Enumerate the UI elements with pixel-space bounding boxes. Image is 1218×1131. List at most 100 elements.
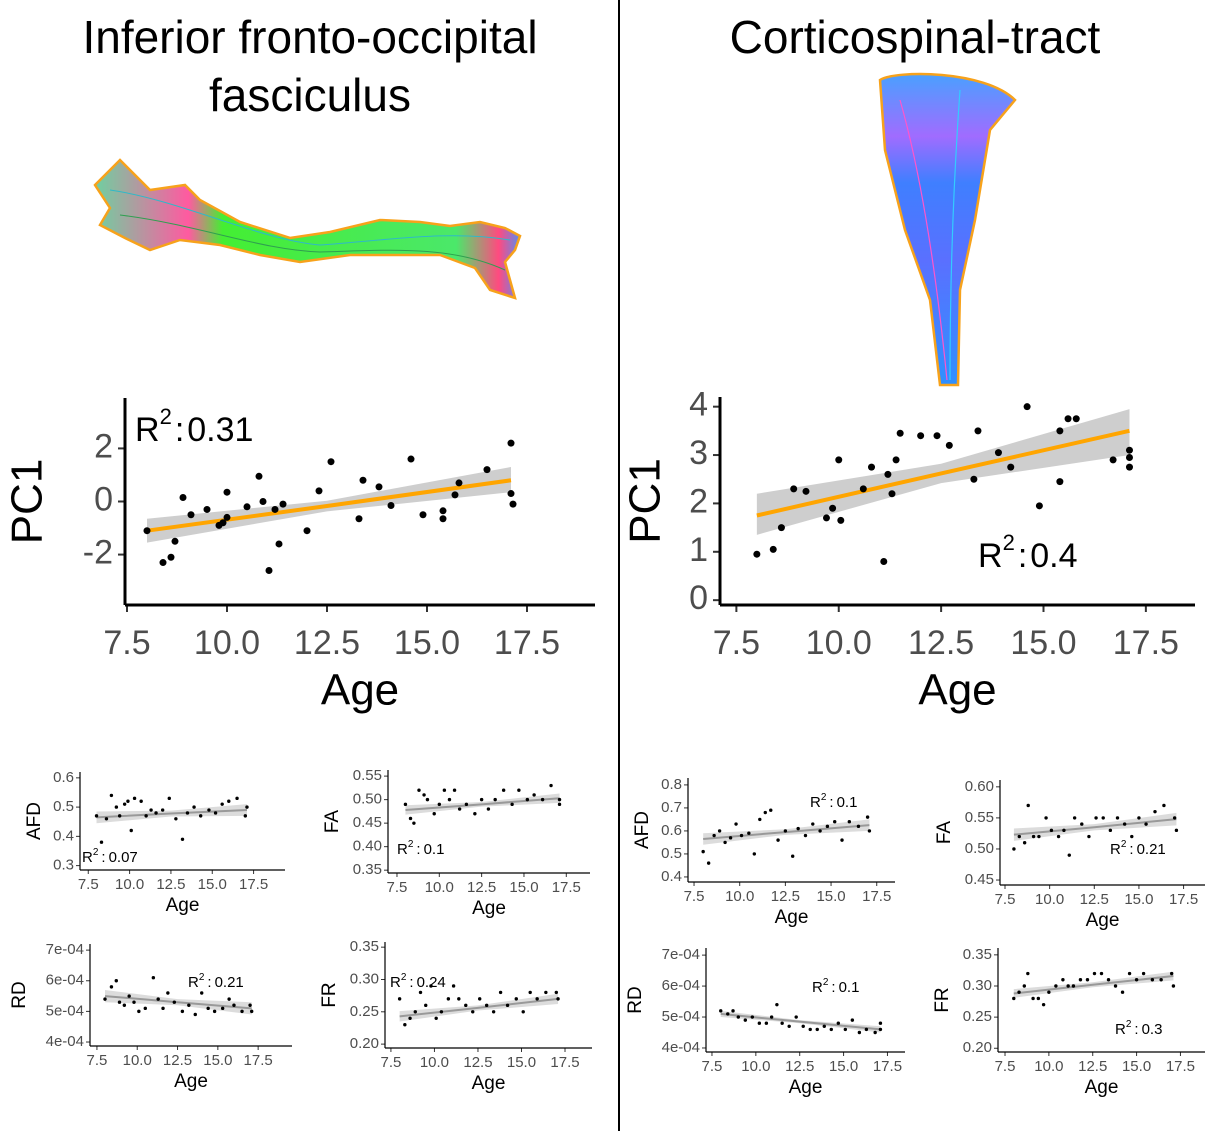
point: [750, 1015, 755, 1019]
point: [220, 802, 224, 806]
x-tick-label: 15.0: [1124, 891, 1153, 908]
point: [109, 793, 114, 798]
y-tick-label: 0.7: [661, 799, 682, 816]
x-tick-label: 10.0: [115, 876, 144, 893]
point: [203, 505, 211, 513]
point: [825, 824, 830, 829]
point: [94, 814, 99, 818]
point: [156, 997, 160, 1001]
point: [193, 1012, 197, 1017]
point: [446, 997, 451, 1001]
point: [143, 1006, 147, 1011]
point: [483, 466, 491, 474]
panel-title: Corticospinal-tract: [729, 11, 1101, 63]
r2-exponent: 2: [199, 972, 205, 983]
y-tick-label: 5e-04: [46, 1002, 84, 1019]
point: [1072, 816, 1077, 820]
point: [847, 820, 852, 824]
x-axis-title: Age: [174, 1071, 208, 1092]
x-tick-label: 17.5: [1169, 891, 1198, 908]
point: [275, 540, 283, 548]
x-tick-label: 12.5: [1080, 891, 1109, 908]
point: [167, 796, 171, 801]
point: [1022, 984, 1027, 988]
point: [549, 783, 553, 788]
x-tick-label: 7.5: [87, 1052, 108, 1069]
y-tick-label: 4: [689, 386, 708, 424]
point: [484, 1003, 489, 1008]
point: [1150, 978, 1155, 982]
point: [180, 837, 185, 841]
point: [739, 833, 744, 838]
point: [505, 1003, 510, 1008]
r2-exponent: 2: [408, 839, 414, 850]
point: [451, 984, 456, 988]
point: [1031, 996, 1035, 1001]
point: [447, 797, 452, 802]
y-tick-label: 0.35: [353, 861, 382, 878]
point: [836, 1021, 841, 1025]
point: [1162, 803, 1166, 808]
point: [892, 456, 900, 464]
point: [1137, 816, 1141, 820]
x-tick-label: 15.0: [507, 1054, 536, 1071]
point: [408, 816, 413, 821]
r2-exponent: 2: [1126, 1019, 1132, 1030]
point: [970, 475, 978, 483]
point: [129, 828, 133, 833]
point: [1085, 978, 1090, 982]
r2-label: R: [978, 537, 1003, 575]
point: [822, 514, 830, 522]
x-tick-label: 12.5: [771, 888, 800, 905]
point: [1022, 841, 1027, 845]
point: [525, 797, 530, 802]
point: [780, 1021, 784, 1025]
point: [255, 472, 263, 480]
tract-image: [93, 72, 1017, 387]
point: [206, 1006, 210, 1011]
point: [510, 802, 514, 807]
x-axis-title: Age: [775, 907, 809, 928]
point: [451, 491, 459, 499]
point: [808, 1027, 812, 1032]
point: [303, 527, 311, 535]
point: [769, 808, 773, 812]
point: [1134, 978, 1139, 982]
point: [227, 997, 231, 1001]
x-axis-title: Age: [166, 895, 200, 916]
point: [375, 483, 383, 491]
point: [1159, 978, 1163, 982]
point: [109, 985, 114, 989]
y-tick-label: 0.35: [963, 946, 992, 963]
point: [240, 1009, 244, 1014]
r2-separator: :: [831, 979, 835, 996]
point: [1047, 990, 1051, 994]
point: [758, 817, 762, 822]
point: [1078, 978, 1083, 982]
point: [801, 1024, 805, 1029]
point: [734, 822, 738, 826]
point: [127, 994, 131, 998]
point: [974, 427, 982, 435]
r2-exponent: 2: [823, 977, 829, 988]
point: [557, 802, 562, 807]
point: [1144, 822, 1148, 826]
point: [491, 1010, 496, 1014]
point: [144, 814, 148, 818]
point: [437, 802, 442, 807]
point: [556, 997, 560, 1001]
x-tick-label: 15.0: [1010, 624, 1076, 662]
x-tick-label: 17.5: [862, 888, 891, 905]
point: [235, 796, 239, 801]
point: [1120, 990, 1125, 994]
y-tick-label: 4e-04: [46, 1033, 84, 1050]
point: [1106, 978, 1111, 982]
y-tick-label: 0.55: [353, 767, 382, 784]
point: [514, 997, 518, 1001]
point: [706, 861, 711, 865]
r2-label: R: [135, 411, 160, 449]
point: [1037, 834, 1041, 839]
point: [167, 553, 175, 561]
point: [498, 990, 503, 995]
x-tick-label: 10.0: [420, 1054, 449, 1071]
